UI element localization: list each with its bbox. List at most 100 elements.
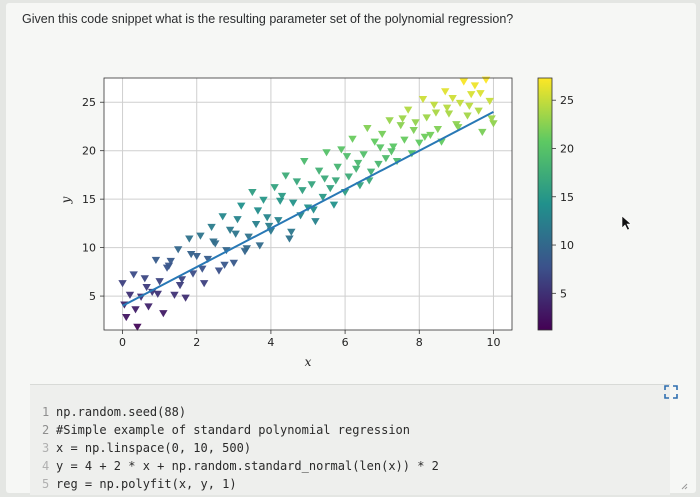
data-point — [242, 245, 251, 253]
data-point — [418, 95, 428, 104]
data-point — [353, 159, 363, 168]
data-point — [118, 280, 127, 288]
data-point — [467, 91, 476, 99]
data-point — [270, 184, 279, 192]
x-tick-label: 2 — [193, 336, 200, 349]
data-point — [420, 133, 430, 141]
code-line: 5 reg = np.polyfit(x, y, 1) — [42, 477, 237, 491]
data-point — [448, 94, 457, 103]
data-point — [133, 323, 142, 331]
mouse-cursor-icon — [621, 215, 632, 231]
data-point — [381, 155, 391, 163]
data-point — [209, 238, 218, 246]
data-point — [396, 122, 405, 130]
code-line: 1 np.random.seed(88) — [42, 405, 186, 419]
code-line: 4 y = 4 + 2 * x + np.random.standard_norm… — [42, 459, 439, 473]
data-point — [248, 189, 257, 197]
data-point — [441, 88, 450, 96]
data-point — [478, 128, 487, 137]
data-point — [207, 223, 216, 232]
plot-frame — [103, 77, 513, 331]
data-point — [463, 112, 472, 120]
data-point — [376, 144, 385, 152]
data-point — [459, 78, 468, 86]
data-point — [470, 82, 480, 90]
data-point — [433, 126, 443, 134]
data-point — [203, 255, 213, 264]
data-point — [307, 181, 316, 189]
x-tick-label: 4 — [267, 336, 274, 349]
data-point — [370, 138, 379, 146]
data-point — [225, 226, 235, 234]
data-point — [229, 259, 239, 267]
data-point — [170, 291, 179, 299]
data-point — [237, 202, 246, 210]
data-point — [153, 290, 162, 298]
data-point — [218, 213, 227, 221]
data-point — [231, 230, 240, 238]
plot-area — [104, 78, 512, 330]
data-point — [348, 135, 357, 143]
data-point — [331, 177, 341, 185]
data-point — [333, 163, 342, 171]
data-point — [309, 206, 318, 214]
x-axis-label: x — [305, 355, 312, 369]
data-point — [363, 125, 372, 133]
data-point — [474, 107, 483, 115]
data-point — [175, 282, 185, 290]
data-point — [125, 291, 135, 299]
data-point — [122, 314, 131, 322]
data-point — [365, 177, 374, 185]
data-point — [285, 235, 294, 243]
data-point — [140, 275, 149, 283]
resize-grip-icon[interactable] — [680, 482, 688, 490]
data-point — [314, 167, 324, 175]
data-point — [359, 151, 368, 159]
y-tick-label: 25 — [82, 96, 96, 109]
line-number: 4 — [42, 459, 50, 473]
grid-lines — [104, 78, 512, 330]
data-point — [281, 172, 290, 180]
expand-icon[interactable] — [664, 385, 678, 399]
data-point — [366, 168, 376, 176]
data-point — [263, 214, 272, 222]
colorbar-tick-label: 10 — [560, 239, 574, 252]
data-point — [275, 197, 285, 205]
data-point — [129, 271, 138, 279]
data-point — [292, 178, 302, 186]
data-point — [476, 90, 485, 98]
data-point — [409, 126, 418, 135]
data-point — [454, 124, 463, 132]
data-point — [344, 173, 353, 181]
data-point — [337, 146, 346, 154]
data-point — [298, 187, 307, 195]
y-tick-label: 20 — [82, 145, 96, 158]
data-point — [186, 251, 196, 259]
data-point — [198, 265, 207, 273]
data-point — [192, 252, 201, 261]
data-points — [118, 76, 498, 331]
data-point — [387, 148, 396, 156]
data-point — [385, 117, 394, 125]
data-point — [255, 242, 264, 250]
data-point — [196, 232, 205, 240]
data-point — [485, 97, 494, 106]
data-point — [465, 102, 474, 110]
colorbar-tick-label: 20 — [560, 142, 574, 155]
data-point — [199, 280, 209, 288]
data-point — [259, 196, 268, 204]
data-point — [398, 115, 407, 123]
data-point — [322, 149, 331, 157]
data-point — [318, 193, 328, 201]
data-point — [264, 222, 274, 231]
data-point — [159, 310, 168, 318]
data-point — [253, 207, 263, 215]
data-point — [431, 109, 441, 117]
data-point — [352, 165, 361, 173]
y-axis-label: y — [59, 196, 73, 204]
data-point — [277, 192, 287, 201]
code-text: #Simple example of standard polynomial r… — [56, 423, 411, 437]
line-number: 1 — [42, 405, 50, 419]
data-point — [173, 246, 183, 254]
